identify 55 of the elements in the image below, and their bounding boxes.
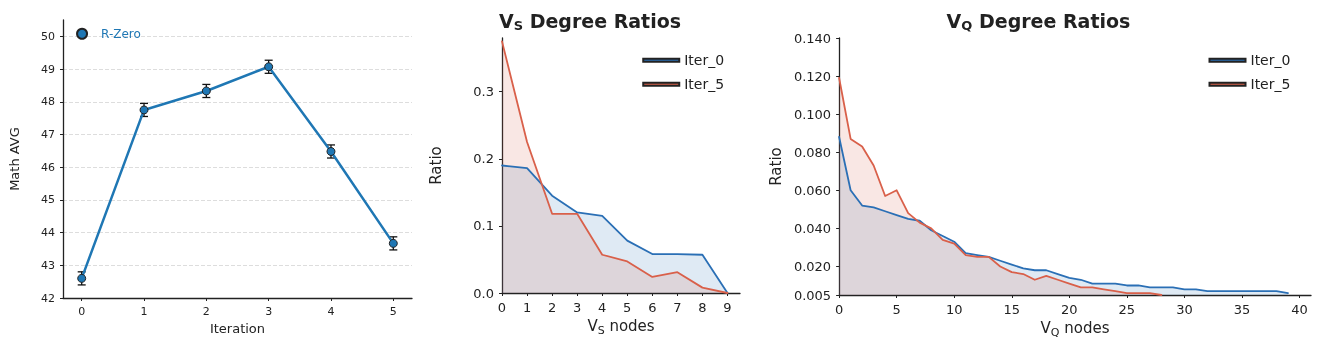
x-tick-label: 5 bbox=[892, 302, 901, 317]
x-axis-title: Iteration bbox=[209, 320, 266, 336]
x-tick-label: 6 bbox=[648, 300, 657, 315]
x-tick-label: 5 bbox=[389, 305, 397, 318]
y-tick-label: 42 bbox=[41, 291, 55, 305]
y-tick-label: 0.005 bbox=[793, 287, 832, 303]
x-tick-label: 20 bbox=[1061, 302, 1078, 317]
y-tick-label: 50 bbox=[41, 29, 55, 43]
y-axis-title: Ratio bbox=[426, 146, 445, 185]
x-tick-label: 40 bbox=[1291, 302, 1308, 317]
y-tick-label: 0.040 bbox=[793, 220, 832, 236]
y-tick-label: 49 bbox=[41, 62, 55, 76]
x-tick-label: 2 bbox=[547, 300, 557, 315]
x-tick-label: 5 bbox=[623, 300, 632, 315]
x-tick-label: 4 bbox=[327, 305, 335, 318]
x-tick-label: 10 bbox=[945, 302, 963, 317]
legend-label: R-Zero bbox=[101, 26, 141, 41]
x-tick-label: 30 bbox=[1176, 302, 1193, 317]
x-tick-label: 0 bbox=[834, 302, 844, 317]
y-tick-label: 45 bbox=[41, 193, 55, 207]
legend-label: Iter_0 bbox=[1250, 52, 1291, 69]
y-tick-label: 0.120 bbox=[793, 68, 832, 84]
y-tick-label: 0.020 bbox=[793, 258, 832, 274]
y-tick-label: 0.100 bbox=[793, 106, 832, 122]
y-tick-label: 0.3 bbox=[473, 84, 494, 100]
y-tick-label: 48 bbox=[41, 95, 55, 109]
x-tick-label: 1 bbox=[140, 305, 148, 318]
x-tick-label: 3 bbox=[265, 305, 273, 318]
x-tick-label: 25 bbox=[1118, 302, 1136, 317]
x-tick-label: 2 bbox=[202, 305, 210, 318]
legend-label: Iter_5 bbox=[684, 76, 725, 93]
x-tick-label: 35 bbox=[1233, 302, 1251, 317]
y-tick-label: 0.1 bbox=[473, 218, 494, 234]
y-tick-label: 43 bbox=[41, 258, 55, 272]
y-axis-title: Math AVG bbox=[7, 127, 22, 191]
x-tick-label: 1 bbox=[522, 300, 532, 315]
y-tick-label: 0.2 bbox=[473, 151, 494, 167]
x-tick-label: 9 bbox=[723, 300, 732, 315]
y-tick-label: 0.060 bbox=[793, 182, 832, 198]
y-axis-title: Ratio bbox=[766, 147, 785, 186]
x-tick-label: 8 bbox=[698, 300, 707, 315]
y-tick-label: 46 bbox=[41, 160, 55, 174]
y-tick-label: 0.140 bbox=[793, 30, 832, 46]
legend-label: Iter_5 bbox=[1250, 76, 1291, 93]
x-tick-label: 4 bbox=[598, 300, 607, 315]
y-tick-label: 44 bbox=[41, 226, 55, 240]
x-tick-label: 7 bbox=[673, 300, 682, 315]
x-tick-label: 3 bbox=[573, 300, 582, 315]
x-tick-label: 0 bbox=[78, 305, 86, 318]
y-tick-label: 0.080 bbox=[793, 144, 832, 160]
y-tick-label: 0.0 bbox=[473, 285, 494, 301]
y-tick-label: 47 bbox=[41, 127, 55, 141]
x-tick-label: 15 bbox=[1003, 302, 1021, 317]
x-tick-label: 0 bbox=[497, 300, 507, 315]
legend-label: Iter_0 bbox=[684, 52, 725, 69]
